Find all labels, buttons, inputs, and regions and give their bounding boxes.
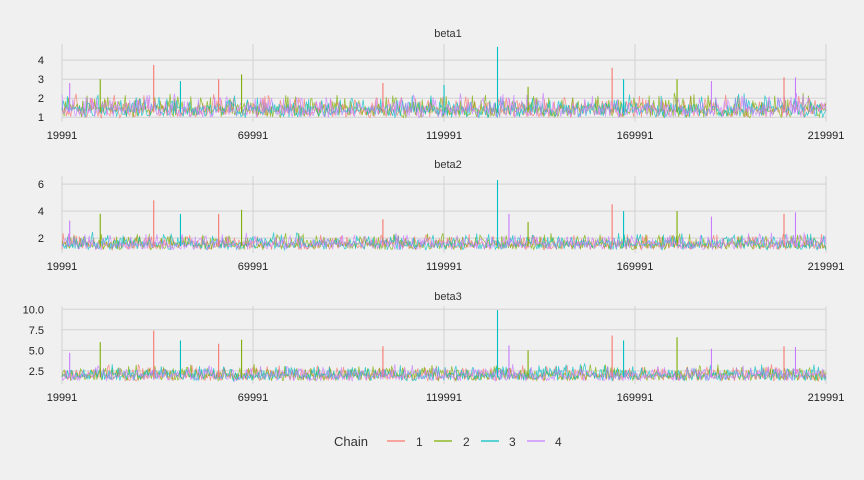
x-tick-label: 69991 <box>238 261 269 273</box>
panel-beta2-traces <box>61 180 827 252</box>
y-tick-label: 6 <box>38 179 44 191</box>
legend-entry-1: 1 <box>387 435 423 449</box>
legend-entry-3: 3 <box>481 435 516 449</box>
panel-beta1-grid <box>61 44 827 122</box>
panel-beta2: beta2 2 4 6 19991 69991 119991 169991 219991 <box>38 159 844 273</box>
x-tick-label: 219991 <box>808 261 845 273</box>
panel-beta3-traces <box>61 310 827 383</box>
x-tick-label: 169991 <box>617 392 654 404</box>
x-tick-label: 69991 <box>238 130 269 142</box>
x-tick-label: 169991 <box>617 130 654 142</box>
legend: Chain 1 2 3 4 <box>334 434 562 449</box>
x-tick-label: 19991 <box>47 261 78 273</box>
x-tick-label: 119991 <box>426 392 462 404</box>
x-tick-label: 119991 <box>426 130 462 142</box>
legend-label-1: 1 <box>416 435 423 449</box>
y-tick-label: 10.0 <box>23 304 44 316</box>
panel-beta1-traces <box>61 46 827 120</box>
x-tick-label: 19991 <box>47 130 78 142</box>
x-tick-label: 69991 <box>238 392 269 404</box>
x-tick-label: 219991 <box>808 392 845 404</box>
y-tick-label: 4 <box>38 55 44 67</box>
legend-label-2: 2 <box>463 435 470 449</box>
panel-title-beta3: beta3 <box>434 291 462 303</box>
y-tick-label: 2.5 <box>29 366 44 378</box>
y-tick-label: 7.5 <box>29 325 44 337</box>
trace-chain-4 <box>61 364 827 383</box>
panel-beta2-y-labels: 2 4 6 <box>38 179 44 245</box>
legend-title: Chain <box>334 434 368 449</box>
trace-chain-4 <box>61 232 827 251</box>
panel-title-beta2: beta2 <box>434 159 462 171</box>
panel-title-beta1: beta1 <box>434 28 462 40</box>
y-tick-label: 2 <box>38 233 44 245</box>
panel-beta3: beta3 2.5 5.0 7.5 10.0 19991 69991 119991 1699… <box>23 291 845 404</box>
legend-entry-2: 2 <box>434 435 470 449</box>
y-tick-label: 4 <box>38 206 44 218</box>
y-tick-label: 1 <box>38 112 44 124</box>
x-tick-label: 19991 <box>47 392 78 404</box>
x-tick-label: 219991 <box>808 130 845 142</box>
legend-entry-4: 4 <box>527 435 562 449</box>
legend-label-3: 3 <box>509 435 516 449</box>
y-tick-label: 5.0 <box>29 345 44 357</box>
panel-beta3-x-labels: 19991 69991 119991 169991 219991 <box>47 392 845 404</box>
y-tick-label: 2 <box>38 93 44 105</box>
y-tick-label: 3 <box>38 74 44 86</box>
x-tick-label: 169991 <box>617 261 654 273</box>
x-tick-label: 119991 <box>426 261 462 273</box>
legend-label-4: 4 <box>555 435 562 449</box>
panel-beta1-x-labels: 19991 69991 119991 169991 219991 <box>47 130 845 142</box>
panel-beta1: beta1 1 2 3 4 19991 69991 119991 169991 219991 <box>38 28 844 142</box>
panel-beta1-y-labels: 1 2 3 4 <box>38 55 44 124</box>
panel-beta2-x-labels: 19991 69991 119991 169991 219991 <box>47 261 845 273</box>
trace-chain-3 <box>61 231 827 252</box>
panel-beta3-y-labels: 2.5 5.0 7.5 10.0 <box>23 304 44 378</box>
